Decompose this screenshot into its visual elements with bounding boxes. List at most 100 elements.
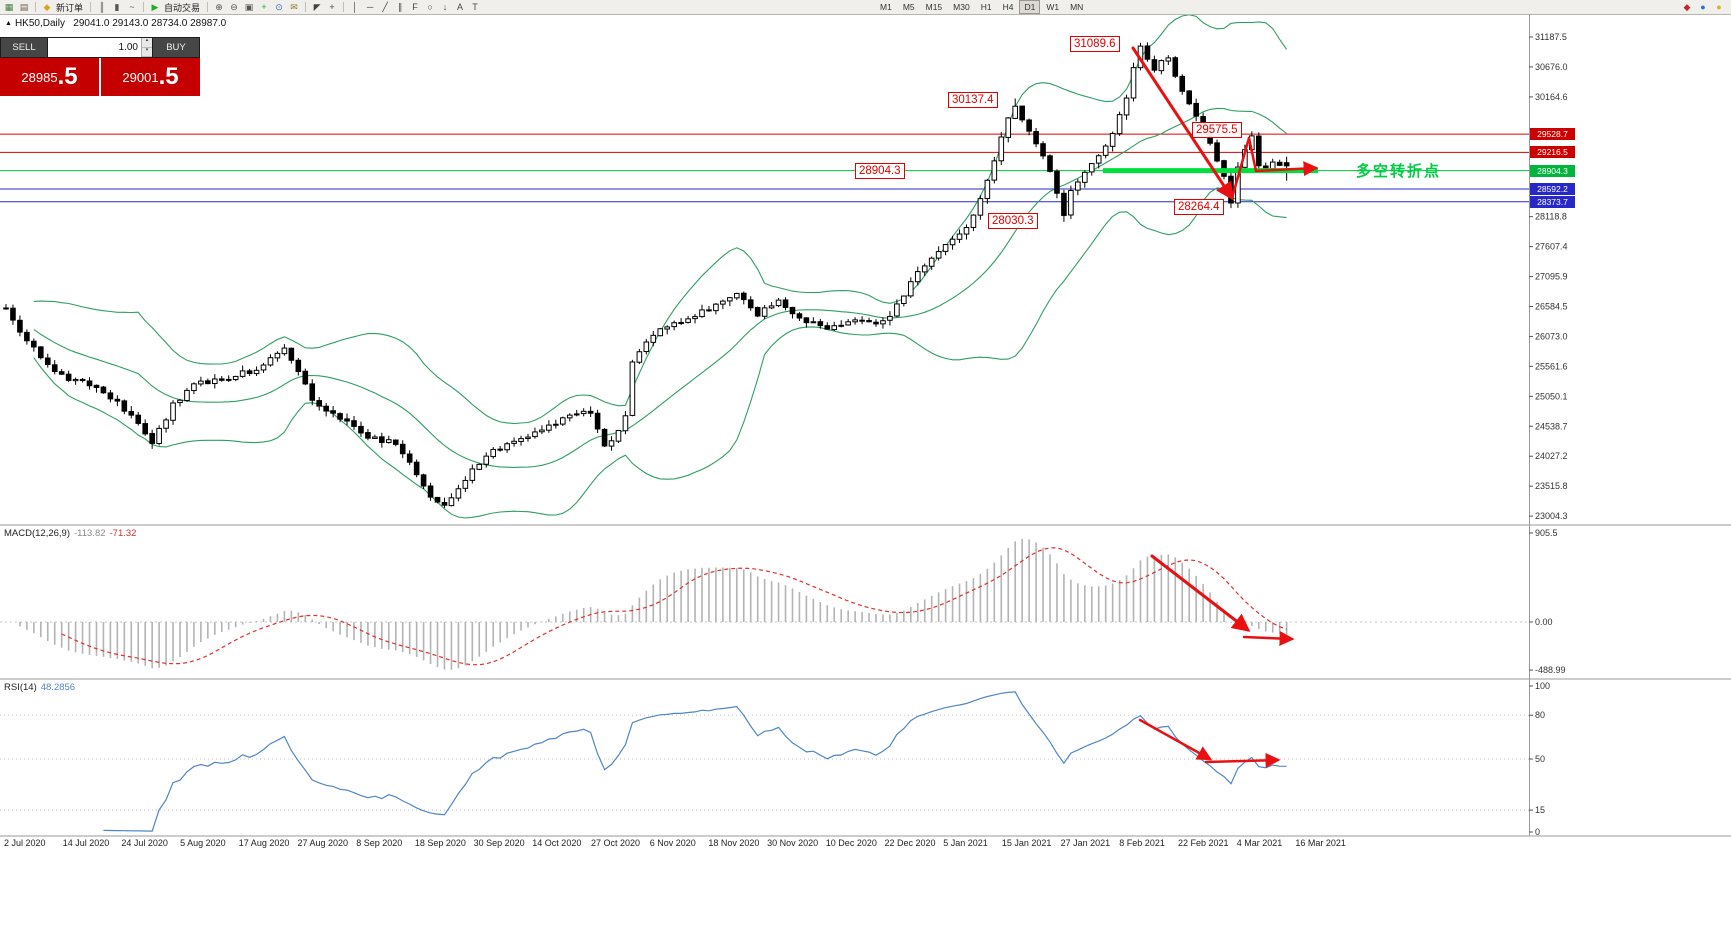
arrows-tool-icon[interactable]: ↓ xyxy=(442,2,448,12)
price-line-tag: 28592.2 xyxy=(1530,182,1575,195)
chart-line-icon[interactable]: ~ xyxy=(129,2,135,12)
y-tick-label: 28118.8 xyxy=(1535,212,1567,222)
trend-arrow-3[interactable] xyxy=(1254,161,1319,177)
trade-prices-row: 28985.5 29001.5 xyxy=(0,58,200,96)
y-tick-label: 31187.5 xyxy=(1535,32,1567,42)
shapes-icon[interactable]: ○ xyxy=(427,2,433,12)
timeframe-M1[interactable]: M1 xyxy=(880,2,892,12)
mailbox-icon[interactable]: ✉ xyxy=(290,2,298,12)
main-chart-layer xyxy=(0,15,1529,519)
price-annotation[interactable]: 30137.4 xyxy=(948,92,998,108)
toolbar-separator xyxy=(343,2,345,12)
toolbar-separator xyxy=(90,2,92,12)
trend-arrow-4[interactable] xyxy=(1150,554,1251,632)
sell-button[interactable]: SELL xyxy=(1,38,48,57)
metaquotes-icon[interactable]: ◆ xyxy=(1683,2,1691,12)
community-icon[interactable]: ● xyxy=(1700,2,1706,12)
bollinger-middle-band xyxy=(33,107,1287,468)
vertical-line-icon[interactable]: │ xyxy=(352,2,358,12)
price-annotation[interactable]: 28904.3 xyxy=(855,163,905,179)
timeframe-H1[interactable]: H1 xyxy=(980,2,992,12)
trendline-icon[interactable]: ╱ xyxy=(382,2,388,12)
cn-annotation-text[interactable]: 多空转折点 xyxy=(1356,163,1442,180)
rsi-tick-label: 0 xyxy=(1535,827,1540,837)
timeframe-W1[interactable]: W1 xyxy=(1046,2,1060,12)
new-order-icon[interactable]: ◆ xyxy=(43,2,51,12)
price-annotation[interactable]: 31089.6 xyxy=(1070,36,1120,52)
macd-tick-label: -488.99 xyxy=(1535,665,1566,675)
date-label: 5 Jan 2021 xyxy=(943,838,988,848)
zoom-out-icon[interactable]: ⊖ xyxy=(230,2,238,12)
help-icon[interactable]: ● xyxy=(1716,2,1722,12)
toolbar-separator xyxy=(143,2,145,12)
date-label: 18 Nov 2020 xyxy=(708,838,759,848)
trend-arrow-1[interactable] xyxy=(1230,136,1251,200)
timeframe-M5[interactable]: M5 xyxy=(902,2,915,12)
tile-windows-icon[interactable]: ▣ xyxy=(244,2,254,12)
toolbar: ▦ ▤ ◆ 新订单 ║ ▮ ~ ▶ 自动交易 ⊕ ⊖ ▣ + ⊙ ✉ ◤ + │ ─ ╱ ∥ F ○ ↓ A T M1 M5 M15 M… xyxy=(0,0,1731,15)
rsi-indicator-label: RSI(14) 48.2856 xyxy=(4,682,75,693)
volume-down-icon[interactable]: ▾ xyxy=(142,47,152,57)
date-label: 14 Oct 2020 xyxy=(532,838,581,848)
timeframe-H4[interactable]: H4 xyxy=(1002,2,1014,12)
rsi-tick-label: 15 xyxy=(1535,805,1545,815)
new-order-icon-label[interactable]: 新订单 xyxy=(56,2,84,13)
sell-price-button[interactable]: 28985.5 xyxy=(0,58,99,96)
autotrading-icon[interactable]: ▶ xyxy=(151,2,159,12)
rsi-name: RSI(14) xyxy=(4,682,37,693)
periods-icon[interactable]: ⊙ xyxy=(275,2,283,12)
new-chart-icon[interactable]: ▦ xyxy=(4,2,14,12)
chart-candles-icon[interactable]: ▮ xyxy=(114,2,120,12)
date-label: 30 Sep 2020 xyxy=(474,838,525,848)
buy-button[interactable]: BUY xyxy=(152,38,199,57)
date-label: 8 Feb 2021 xyxy=(1119,838,1165,848)
horizontal-line-icon[interactable]: ─ xyxy=(366,2,374,12)
y-tick-label: 24538.7 xyxy=(1535,421,1568,431)
text-label-icon[interactable]: T xyxy=(472,2,478,12)
profiles-icon[interactable]: ▤ xyxy=(19,2,29,12)
candles xyxy=(3,42,1290,508)
rsi-tick-label: 80 xyxy=(1535,710,1545,720)
date-label: 2 Jul 2020 xyxy=(4,838,46,848)
volume-spinner[interactable]: ▴ ▾ xyxy=(141,38,152,57)
buy-price-button[interactable]: 29001.5 xyxy=(101,58,200,96)
trend-arrow-0[interactable] xyxy=(1131,46,1234,201)
volume-input[interactable]: 1.00 ▴ ▾ xyxy=(48,38,152,57)
date-label: 27 Oct 2020 xyxy=(591,838,640,848)
trend-arrow-2[interactable] xyxy=(1247,136,1258,173)
volume-value[interactable]: 1.00 xyxy=(118,42,138,53)
price-annotation[interactable]: 28030.3 xyxy=(988,213,1038,229)
timeframe-M15[interactable]: M15 xyxy=(925,2,943,12)
trend-arrow-6[interactable] xyxy=(1138,718,1213,761)
text-tool-icon[interactable]: A xyxy=(457,2,464,12)
price-annotation[interactable]: 29575.5 xyxy=(1192,122,1242,138)
trend-arrow-5[interactable] xyxy=(1242,630,1295,646)
price-annotation[interactable]: 28264.4 xyxy=(1174,199,1224,215)
macd-indicator-label: MACD(12,26,9) -113.82 -71.32 xyxy=(4,528,136,539)
crosshair-icon[interactable]: + xyxy=(329,2,335,12)
price-line-tag: 29528.7 xyxy=(1530,128,1575,141)
indicators-add-icon[interactable]: + xyxy=(261,2,267,12)
channel-icon[interactable]: ∥ xyxy=(397,2,403,12)
y-tick-label: 30676.0 xyxy=(1535,62,1568,72)
price-line-tag: 28373.7 xyxy=(1530,195,1575,208)
chart-bars-icon[interactable]: ║ xyxy=(98,2,106,12)
timeframe-M30[interactable]: M30 xyxy=(953,2,970,12)
date-label: 22 Feb 2021 xyxy=(1178,838,1229,848)
sell-price-pips: .5 xyxy=(57,63,78,90)
y-tick-label: 27095.9 xyxy=(1535,272,1568,282)
date-label: 14 Jul 2020 xyxy=(63,838,110,848)
date-label: 17 Aug 2020 xyxy=(239,838,290,848)
collapse-trade-panel-icon[interactable]: ▲ xyxy=(5,20,12,27)
fibonacci-icon[interactable]: F xyxy=(412,2,418,12)
timeframe-D1[interactable]: D1 xyxy=(1019,0,1041,14)
one-click-trading-panel: SELL 1.00 ▴ ▾ BUY 28985.5 29001.5 xyxy=(0,37,200,96)
autotrading-icon-label[interactable]: 自动交易 xyxy=(164,2,201,13)
cursor-icon[interactable]: ◤ xyxy=(313,2,321,12)
trend-arrow-7[interactable] xyxy=(1204,752,1281,768)
volume-up-icon[interactable]: ▴ xyxy=(142,38,152,48)
timeframe-MN[interactable]: MN xyxy=(1070,2,1084,12)
zoom-in-icon[interactable]: ⊕ xyxy=(215,2,223,12)
